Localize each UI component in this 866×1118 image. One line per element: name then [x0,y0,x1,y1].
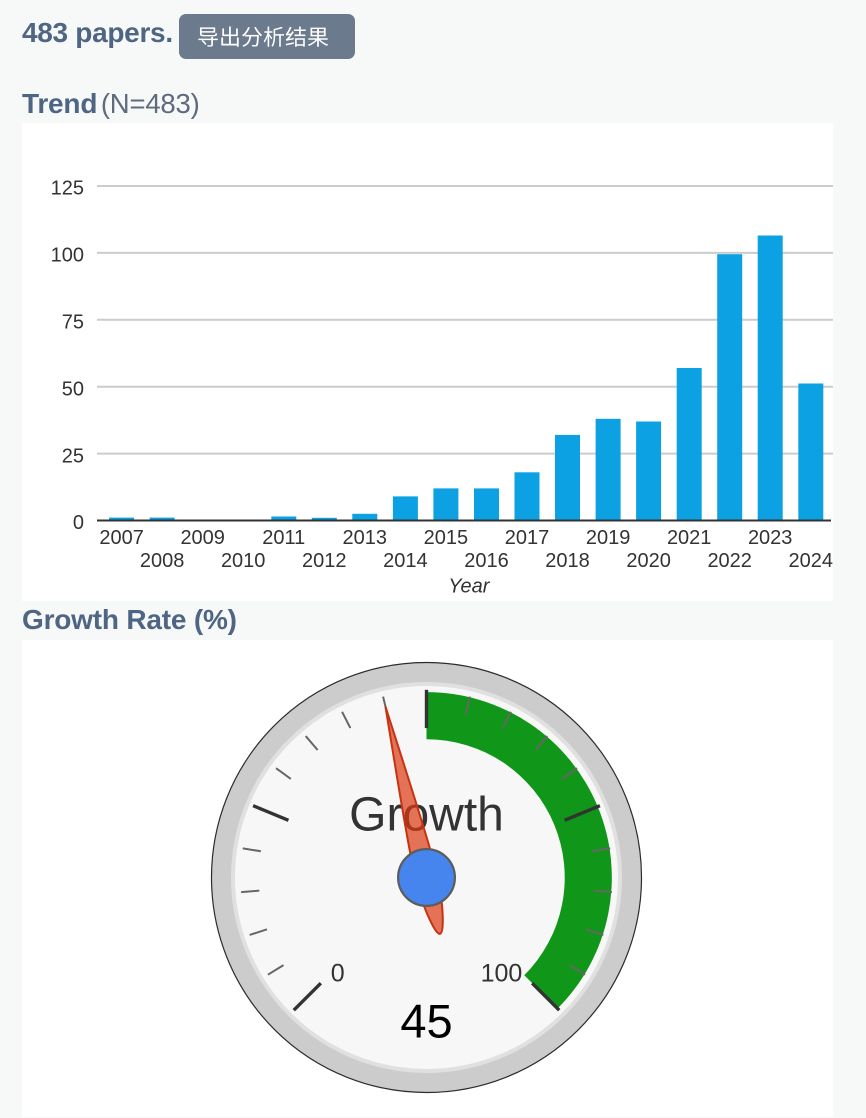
svg-text:100: 100 [51,245,84,267]
svg-text:0: 0 [331,960,345,988]
svg-text:2021: 2021 [667,527,712,549]
svg-text:Year: Year [448,576,490,598]
svg-text:2009: 2009 [180,527,225,549]
svg-text:2023: 2023 [748,527,793,549]
svg-text:2008: 2008 [140,550,185,572]
svg-text:125: 125 [51,178,84,200]
svg-text:2015: 2015 [424,527,469,549]
svg-text:75: 75 [62,312,84,334]
svg-text:2010: 2010 [221,550,266,572]
svg-text:2019: 2019 [586,527,631,549]
svg-text:50: 50 [62,378,84,400]
svg-text:2017: 2017 [505,527,550,549]
svg-text:2011: 2011 [262,527,305,549]
svg-text:2007: 2007 [99,527,144,549]
svg-text:Growth: Growth [349,789,504,842]
svg-text:2024: 2024 [789,550,833,572]
svg-text:100: 100 [481,960,523,988]
svg-text:25: 25 [62,445,84,467]
svg-text:2022: 2022 [707,550,752,572]
svg-text:2012: 2012 [302,550,347,572]
svg-text:2013: 2013 [343,527,388,549]
svg-text:2016: 2016 [464,550,509,572]
svg-text:2018: 2018 [545,550,590,572]
svg-text:45: 45 [400,994,452,1047]
svg-text:2014: 2014 [383,550,428,572]
svg-text:2020: 2020 [626,550,671,572]
svg-text:0: 0 [73,512,84,534]
